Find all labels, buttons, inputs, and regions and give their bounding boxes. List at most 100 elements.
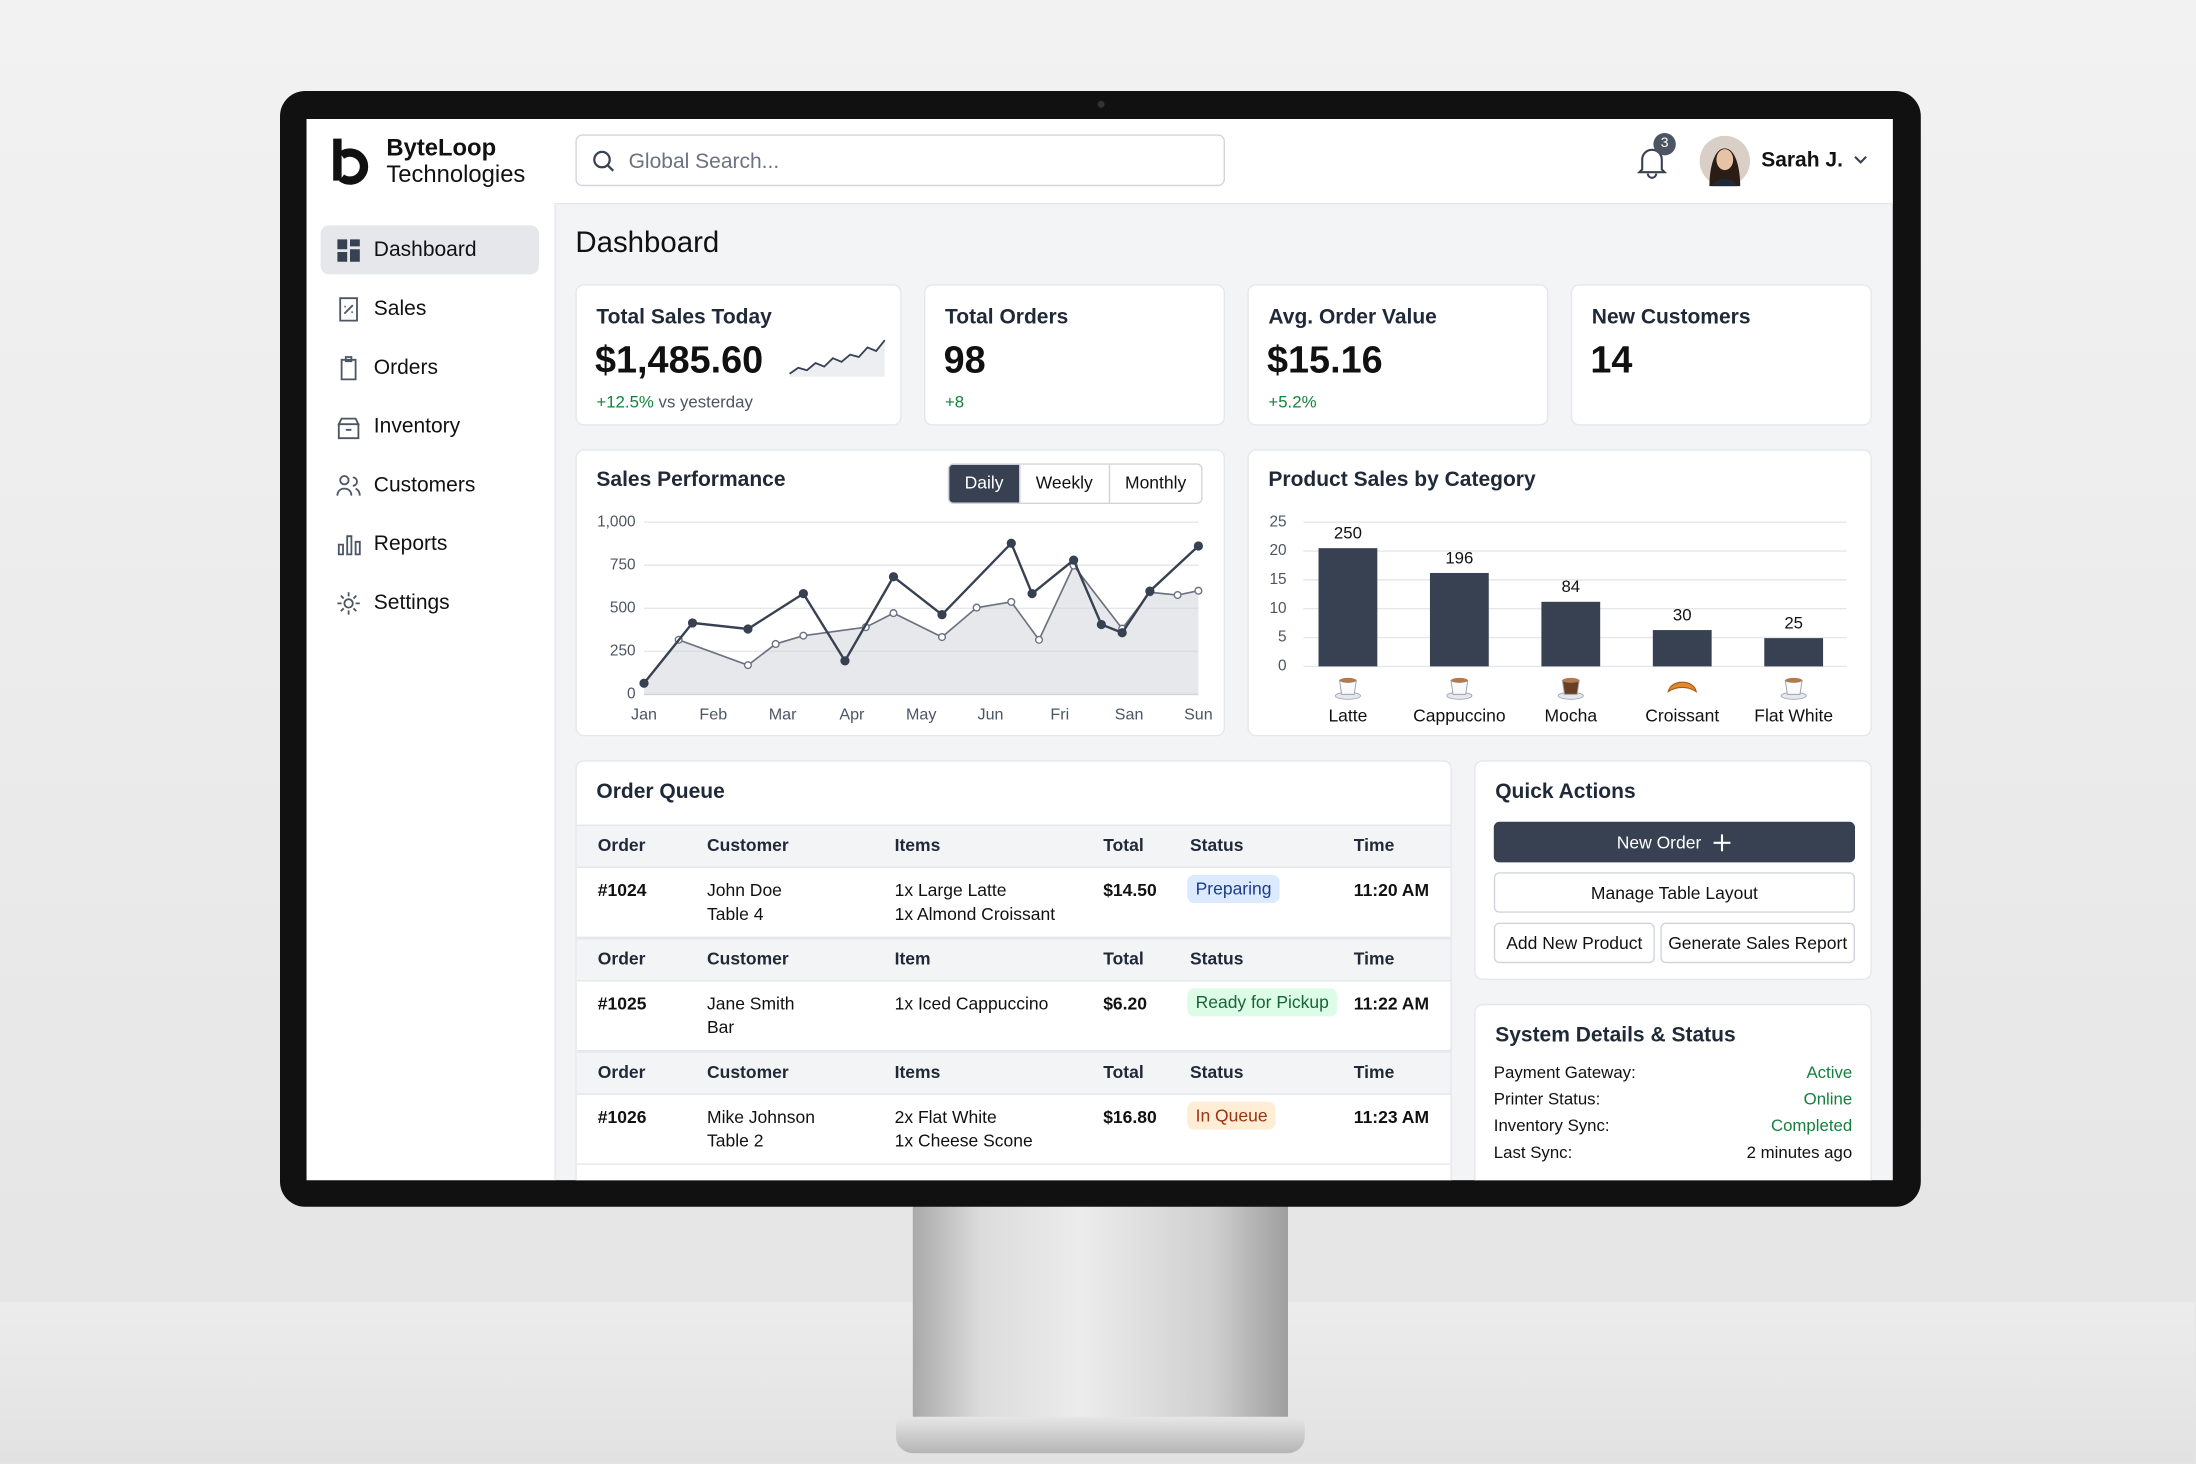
view-toggle-button[interactable]: Daily	[949, 464, 1019, 503]
y-tick-label: 0	[1278, 657, 1287, 674]
series-point	[840, 656, 850, 666]
series-point	[743, 624, 753, 634]
nav-icon	[340, 356, 357, 381]
quick-actions-title: Quick Actions	[1495, 779, 1636, 804]
kpi-value: $1,485.60	[595, 338, 764, 381]
user-name[interactable]: Sarah J.	[1761, 148, 1843, 173]
nav-item[interactable]: Sales	[321, 284, 539, 333]
customer-location: Table 2	[707, 1131, 764, 1151]
bar	[1318, 548, 1378, 667]
action-button[interactable]: Add New Product	[1493, 922, 1655, 964]
kpi-card: New Customers 14	[1570, 284, 1872, 426]
nav-icon-shape	[337, 592, 360, 615]
kpi-change-row: +5.2%	[1268, 392, 1316, 412]
nav-item[interactable]: Dashboard	[320, 225, 539, 275]
search-icon-lens	[593, 150, 611, 169]
chart-title: Product Sales by Category	[1268, 467, 1536, 492]
camera	[1097, 100, 1105, 108]
nav-item[interactable]: Customers	[321, 461, 539, 510]
series-point	[1006, 538, 1016, 548]
nav-icon-shape	[336, 475, 361, 496]
status-pill: Ready for Pickup	[1187, 988, 1338, 1017]
nav-item[interactable]: Settings	[321, 578, 539, 627]
column-header: Status	[1190, 1062, 1244, 1083]
order-item: 2x Flat White	[894, 1107, 997, 1127]
kpi-change: +5.2%	[1268, 392, 1317, 412]
series-point	[743, 661, 753, 670]
status-label: Printer Status:	[1493, 1089, 1601, 1109]
series-point	[687, 618, 698, 628]
status-value: Online	[1803, 1089, 1853, 1109]
nav-icon	[337, 239, 360, 262]
x-tick-label: Sun	[1184, 706, 1213, 724]
status-label: Payment Gateway:	[1493, 1062, 1636, 1083]
column-header: Order	[597, 835, 646, 856]
action-button[interactable]: Generate Sales Report	[1660, 922, 1855, 964]
chevron-shape	[1854, 156, 1867, 164]
cup-coffee	[1450, 677, 1468, 683]
search-box[interactable]: Global Search...	[575, 134, 1225, 187]
nav-item[interactable]: Inventory	[321, 402, 539, 451]
category-icon	[1446, 677, 1473, 700]
monitor-neck	[912, 1190, 1288, 1431]
series-point	[799, 631, 808, 640]
quick-actions-card: Quick Actions New Order Manage Table Lay…	[1474, 760, 1872, 980]
avatar-shirt	[1712, 178, 1738, 187]
brand-name: ByteLoop	[386, 134, 497, 161]
column-header: Time	[1353, 1062, 1395, 1083]
customer-location: Table 4	[707, 904, 764, 924]
search-placeholder: Global Search...	[628, 149, 780, 174]
nav-icon-shape	[339, 297, 358, 322]
avatar[interactable]	[1699, 135, 1750, 187]
cup-coffee	[1562, 677, 1580, 683]
order-total: $16.80	[1103, 1107, 1157, 1127]
series-point	[639, 678, 649, 688]
bar	[1429, 572, 1489, 667]
category-sales-card: Product Sales by Category 0 5 10 15 20 25 250 La…	[1247, 449, 1872, 737]
column-header: Items	[894, 835, 941, 856]
user-chevron[interactable]	[1852, 153, 1869, 167]
nav-item[interactable]: Reports	[321, 519, 539, 568]
series-point	[889, 609, 898, 618]
series-area	[644, 565, 1199, 695]
status-label: Inventory Sync:	[1493, 1115, 1610, 1136]
status-value: 2 minutes ago	[1746, 1142, 1853, 1162]
category-icon	[1557, 677, 1584, 700]
view-toggle-button[interactable]: Monthly	[1108, 464, 1201, 503]
order-time: 11:22 AM	[1353, 994, 1430, 1014]
order-id: #1026	[597, 1107, 647, 1127]
kpi-value: $15.16	[1267, 338, 1383, 381]
y-tick-label: 5	[1278, 629, 1287, 646]
category-icon	[1334, 677, 1361, 700]
order-queue-title: Order Queue	[596, 779, 725, 804]
order-item: 1x Almond Croissant	[894, 904, 1056, 924]
kpi-card: Avg. Order Value $15.16 +5.2%	[1247, 284, 1549, 426]
bar	[1652, 630, 1712, 667]
column-header: Status	[1190, 949, 1244, 969]
action-button[interactable]: Manage Table Layout	[1493, 872, 1855, 913]
nav-label: Sales	[373, 296, 427, 321]
cup-coffee	[1785, 677, 1803, 683]
x-tick-label: Apr	[839, 706, 865, 724]
x-tick-label: Feb	[699, 706, 727, 724]
customer-name: John Doe	[707, 880, 782, 901]
x-tick-label: Mocha	[1545, 705, 1598, 725]
kpi-change-row: +12.5% vs yesterday	[596, 392, 752, 412]
series-point	[798, 589, 809, 599]
customer-name: Mike Johnson	[707, 1107, 815, 1127]
nav-item[interactable]: Orders	[321, 343, 539, 392]
kpi-label: New Customers	[1591, 305, 1751, 329]
kpi-card: Total Sales Today $1,485.60 +12.5% vs yest…	[575, 284, 902, 426]
customer-name: Jane Smith	[707, 994, 795, 1014]
bar	[1764, 638, 1824, 667]
view-toggle-button[interactable]: Weekly	[1018, 464, 1108, 503]
status-pill: In Queue	[1187, 1101, 1277, 1130]
order-total: $6.20	[1103, 994, 1147, 1014]
bar-value-label: 84	[1561, 577, 1580, 596]
series-point	[1007, 597, 1016, 606]
order-total: $14.50	[1103, 880, 1157, 901]
order-queue-card: Order Queue Order Customer Items Total Statu…	[575, 760, 1452, 1181]
new-order-button[interactable]: New Order	[1493, 821, 1855, 863]
